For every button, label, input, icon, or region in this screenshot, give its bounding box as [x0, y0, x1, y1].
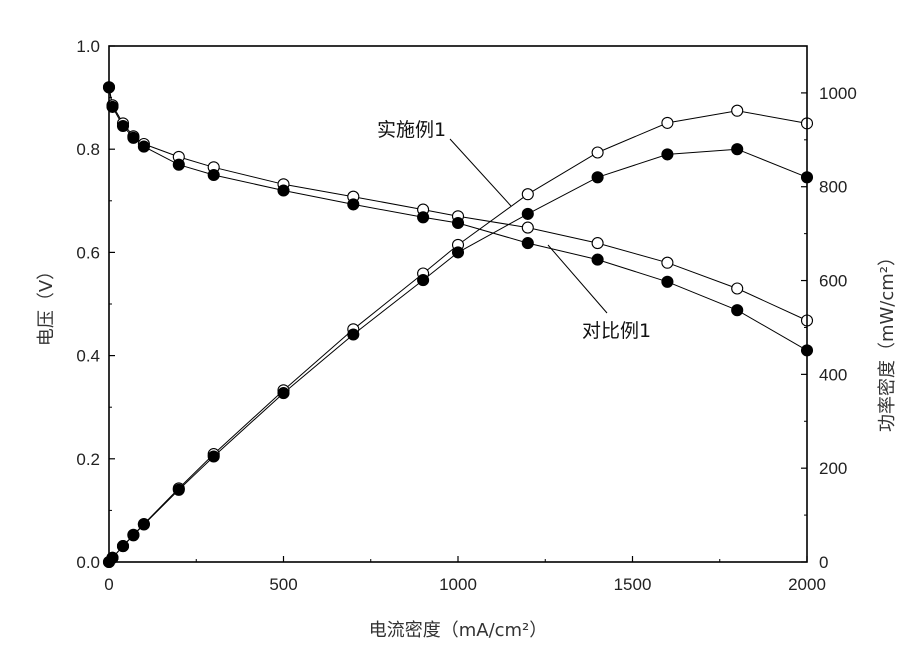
data-point — [662, 117, 673, 128]
data-point — [732, 283, 743, 294]
data-point — [278, 388, 289, 399]
data-point — [592, 147, 603, 158]
y-left-axis-title: 电压（V） — [36, 262, 57, 346]
y-left-tick-label: 0.4 — [76, 347, 100, 366]
data-point — [732, 305, 743, 316]
annotation-leader-example — [450, 139, 511, 206]
data-point — [128, 132, 139, 143]
x-tick-label: 1500 — [614, 575, 652, 594]
data-point — [662, 149, 673, 160]
data-point — [732, 105, 743, 116]
y-right-tick-label: 200 — [819, 459, 847, 478]
data-point — [592, 172, 603, 183]
data-point — [208, 170, 219, 181]
data-point — [348, 199, 359, 210]
data-point — [418, 212, 429, 223]
data-point — [418, 275, 429, 286]
annotation-comparative-label: 对比例1 — [582, 320, 651, 342]
data-point — [453, 218, 464, 229]
annotations: 实施例1 对比例1 — [377, 119, 651, 342]
data-point — [522, 222, 533, 233]
series-markers — [104, 82, 813, 568]
y-right-tick-label: 1000 — [819, 84, 857, 103]
data-point — [208, 451, 219, 462]
data-point — [592, 238, 603, 249]
y-right-tick-labels: 0 200 400 600 800 1000 — [819, 84, 857, 572]
data-point — [118, 541, 129, 552]
y-right-tick-label: 600 — [819, 272, 847, 291]
data-point — [278, 185, 289, 196]
data-point — [522, 238, 533, 249]
x-tick-label: 1000 — [439, 575, 477, 594]
x-axis-title: 电流密度（mA/cm²） — [369, 620, 548, 641]
y-left-tick-labels: 0.0 0.2 0.4 0.6 0.8 1.0 — [76, 37, 100, 572]
annotation-example-label: 实施例1 — [377, 119, 446, 141]
y-right-tick-label: 400 — [819, 365, 847, 384]
data-point — [662, 276, 673, 287]
chart: 0 500 1000 1500 2000 0.0 0.2 0.4 0.6 0.8 1.0 0 200… — [0, 0, 923, 660]
data-point — [662, 257, 673, 268]
data-point — [522, 189, 533, 200]
x-tick-label: 0 — [104, 575, 113, 594]
x-tick-labels: 0 500 1000 1500 2000 — [104, 575, 826, 594]
y-right-axis-title: 功率密度（mW/cm²） — [877, 248, 898, 432]
data-point — [173, 484, 184, 495]
y-left-tick-label: 0.0 — [76, 553, 100, 572]
plot-frame — [109, 46, 807, 562]
axis-ticks — [109, 46, 807, 562]
data-point — [138, 141, 149, 152]
y-left-tick-label: 1.0 — [76, 37, 100, 56]
series-lines — [109, 87, 807, 562]
y-left-tick-label: 0.6 — [76, 243, 100, 262]
data-point — [173, 159, 184, 170]
y-left-tick-label: 0.8 — [76, 140, 100, 159]
y-right-tick-label: 800 — [819, 178, 847, 197]
series-line-0 — [109, 87, 807, 320]
data-point — [592, 254, 603, 265]
data-point — [732, 144, 743, 155]
data-point — [522, 208, 533, 219]
data-point — [118, 121, 129, 132]
data-point — [348, 329, 359, 340]
x-tick-label: 500 — [269, 575, 297, 594]
x-tick-label: 2000 — [788, 575, 826, 594]
y-right-tick-label: 0 — [819, 553, 828, 572]
data-point — [453, 247, 464, 258]
data-point — [138, 519, 149, 530]
y-left-tick-label: 0.2 — [76, 450, 100, 469]
data-point — [128, 530, 139, 541]
